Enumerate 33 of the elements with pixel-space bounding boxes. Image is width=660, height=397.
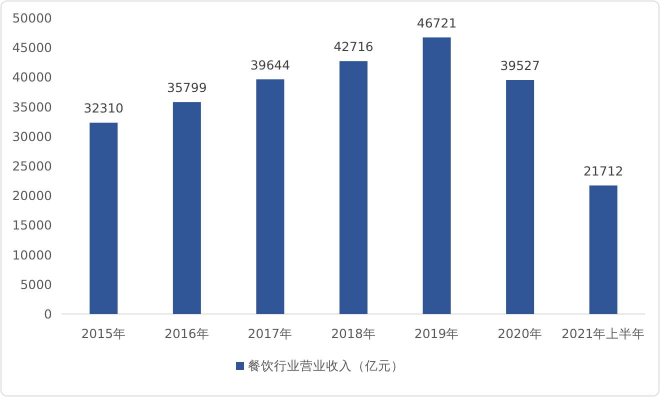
bar xyxy=(340,61,368,314)
bar xyxy=(256,79,284,314)
bar xyxy=(506,80,534,314)
data-label: 35799 xyxy=(167,80,207,96)
data-label: 39527 xyxy=(500,58,540,73)
x-tick-label: 2019年 xyxy=(414,326,460,341)
x-tick-label: 2015年 xyxy=(81,326,126,341)
legend-label: 餐饮行业营业收入（亿元） xyxy=(248,358,404,373)
bar xyxy=(422,37,451,314)
data-label: 42716 xyxy=(334,39,374,54)
x-tick-label: 2016年 xyxy=(164,326,210,341)
y-tick-label: 30000 xyxy=(12,128,52,144)
y-tick-label: 40000 xyxy=(12,70,52,85)
y-tick-label: 35000 xyxy=(12,99,52,114)
bar xyxy=(172,102,201,314)
y-tick-label: 15000 xyxy=(12,218,52,233)
data-label: 21712 xyxy=(583,163,624,178)
data-label: 46721 xyxy=(416,15,457,30)
y-tick-label: 20000 xyxy=(12,188,52,204)
x-tick-label: 2018年 xyxy=(331,326,376,341)
x-tick-label: 2021年上半年 xyxy=(561,326,646,341)
y-tick-label: 10000 xyxy=(12,247,52,262)
data-label: 39644 xyxy=(250,57,290,72)
y-tick-label: 5000 xyxy=(20,276,52,292)
y-tick-label: 50000 xyxy=(12,10,52,26)
y-tick-label: 45000 xyxy=(12,40,52,56)
y-tick-label: 0 xyxy=(44,306,52,322)
y-tick-label: 25000 xyxy=(12,158,52,174)
x-tick-label: 2020年 xyxy=(498,326,542,341)
data-label: 32310 xyxy=(84,100,124,116)
bar xyxy=(589,185,618,314)
x-tick-label: 2017年 xyxy=(248,326,293,341)
bar xyxy=(90,122,118,314)
